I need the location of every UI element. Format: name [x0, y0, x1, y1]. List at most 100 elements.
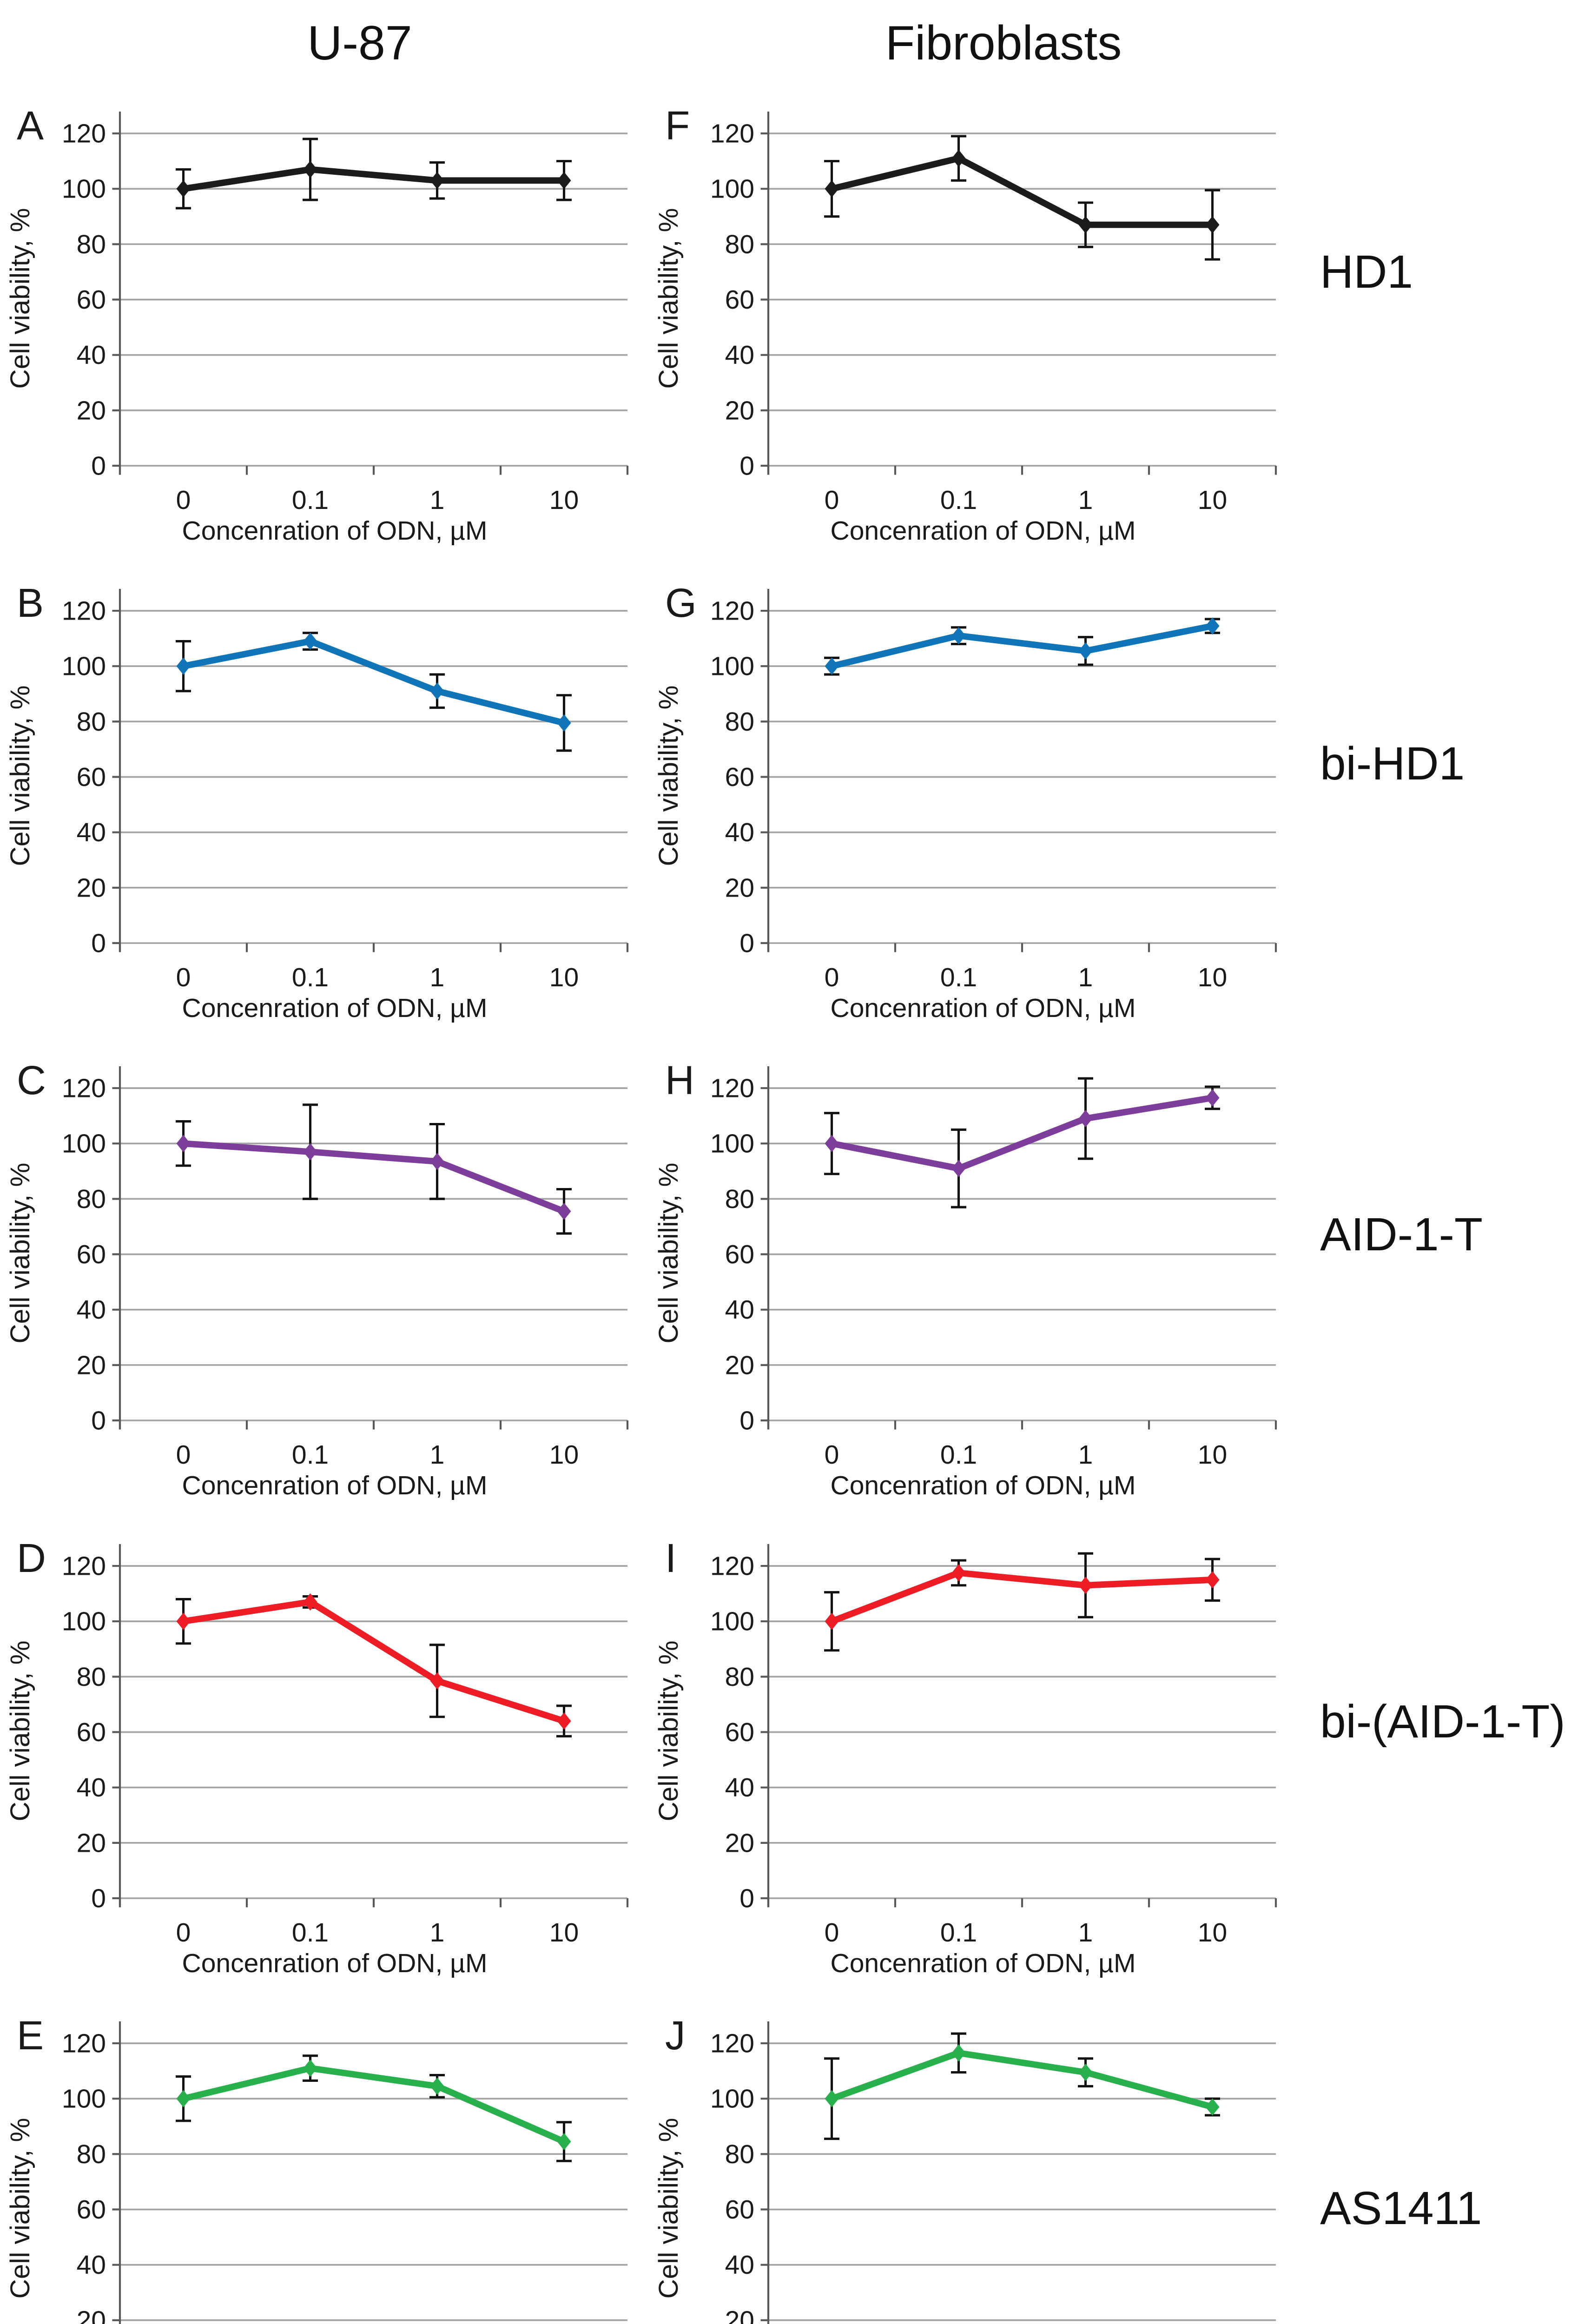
x-tick-label: 0 [825, 485, 839, 515]
axes [112, 1066, 629, 1430]
gridlines [120, 2042, 627, 2321]
y-tick-label: 120 [710, 1074, 754, 1103]
x-tick-label: 10 [549, 963, 579, 992]
y-tick-label: 100 [710, 1607, 754, 1637]
y-tick-label: 40 [725, 340, 754, 370]
y-tick-label: 20 [77, 1350, 106, 1380]
x-tick-label: 0 [176, 1918, 191, 1948]
diamond-marker [1205, 1571, 1220, 1589]
y-tick-label: 100 [710, 2084, 754, 2114]
markers [825, 617, 1220, 675]
y-tick-label: 20 [725, 396, 754, 425]
series-line [828, 2049, 1216, 2110]
y-tick-label: 100 [62, 174, 106, 204]
error-bars [824, 2032, 1220, 2140]
y-axis-title: Cell viability, % [5, 1640, 35, 1821]
diamond-marker [176, 2090, 191, 2107]
markers [825, 1564, 1220, 1630]
series-line [180, 1598, 568, 1724]
row-label-bi-aid-1-t: bi-(AID-1-T) [1320, 1696, 1565, 1748]
diamond-marker [176, 657, 191, 675]
diamond-marker [176, 1612, 191, 1630]
diamond-marker [557, 714, 571, 732]
panel-letter: H [665, 1058, 694, 1103]
y-tick-label: 40 [77, 1773, 106, 1802]
diamond-marker [1205, 1089, 1220, 1107]
y-tick-label: 80 [77, 707, 106, 737]
series-line [828, 155, 1216, 228]
x-tick-label: 10 [549, 485, 579, 515]
axes [760, 1066, 1277, 1430]
y-tick-label: 60 [725, 1717, 754, 1747]
y-tick-label: 80 [725, 1662, 754, 1692]
y-tick-label: 120 [710, 119, 754, 149]
x-tick-label: 10 [1198, 485, 1227, 515]
y-tick-label: 0 [91, 451, 106, 481]
y-tick-label: 100 [62, 1129, 106, 1159]
gridlines [120, 1087, 627, 1421]
axes [112, 589, 629, 952]
x-tick-label: 10 [549, 1918, 579, 1948]
y-tick-label: 100 [710, 174, 754, 204]
x-tick-label: 1 [430, 1918, 445, 1948]
y-tick-label: 80 [77, 230, 106, 259]
markers [176, 632, 571, 732]
x-axis-title: Concenration of ODN, µM [182, 516, 488, 546]
x-axis-title: Concenration of ODN, µM [831, 993, 1136, 1023]
diamond-marker [176, 1135, 191, 1152]
y-axis-title: Cell viability, % [5, 1162, 35, 1343]
y-tick-label: 60 [77, 2195, 106, 2225]
gridlines [768, 1087, 1276, 1421]
chart-svg-f: 0 20 40 60 80 100 120 0 0.1 1 10 Concenration of OD… [654, 103, 1277, 546]
gridlines [768, 2042, 1276, 2321]
row-label-aid-1-t: AID-1-T [1320, 1208, 1483, 1261]
x-tick-label: 1 [430, 1440, 445, 1470]
y-tick-label: 60 [77, 285, 106, 315]
series-line [180, 638, 568, 726]
series-line [180, 2065, 568, 2145]
y-tick-label: 60 [725, 762, 754, 792]
y-tick-label: 80 [725, 230, 754, 259]
y-tick-label: 20 [725, 2305, 754, 2324]
y-tick-label: 40 [725, 818, 754, 847]
gridlines [120, 1565, 627, 1899]
x-tick-label: 0.1 [940, 963, 977, 992]
diamond-marker [1078, 642, 1093, 660]
x-tick-label: 0.1 [940, 485, 977, 515]
gridlines [120, 610, 627, 944]
chart-panel-c: 0 20 40 60 80 100 120 0 0.1 1 10 Concenration of OD… [0, 1058, 655, 1541]
y-tick-label: 0 [739, 451, 754, 481]
panel-letter: B [17, 581, 44, 626]
y-tick-label: 20 [77, 2305, 106, 2324]
y-tick-label: 120 [710, 596, 754, 626]
y-tick-label: 80 [725, 1184, 754, 1214]
error-bars [176, 1103, 572, 1235]
y-tick-label: 0 [91, 929, 106, 958]
x-tick-label: 10 [1198, 1440, 1227, 1470]
y-tick-label: 0 [739, 1884, 754, 1914]
series-line [828, 622, 1216, 670]
y-tick-label: 80 [77, 2139, 106, 2169]
x-tick-label: 1 [1078, 485, 1093, 515]
y-tick-label: 100 [62, 652, 106, 681]
x-tick-label: 0.1 [292, 1440, 329, 1470]
y-tick-label: 60 [77, 1717, 106, 1747]
x-tick-label: 1 [430, 963, 445, 992]
markers [825, 1089, 1220, 1177]
column-title-fibroblasts: Fibroblasts [885, 16, 1122, 70]
markers [176, 1135, 571, 1220]
x-axis-title: Concenration of ODN, µM [182, 1948, 488, 1978]
diamond-marker [557, 1712, 571, 1730]
y-tick-label: 60 [77, 1240, 106, 1269]
chart-panel-g: 0 20 40 60 80 100 120 0 0.1 1 10 Concenration of OD… [648, 581, 1304, 1064]
y-tick-label: 60 [725, 285, 754, 315]
x-tick-label: 1 [430, 485, 445, 515]
y-tick-label: 40 [77, 340, 106, 370]
diamond-marker [430, 1672, 444, 1690]
diamond-marker [1205, 2098, 1220, 2116]
chart-panel-a: 0 20 40 60 80 100 120 0 0.1 1 10 Concenration of OD… [0, 103, 655, 587]
y-tick-label: 120 [62, 119, 106, 149]
panel-letter: A [17, 103, 44, 148]
x-tick-label: 0 [825, 963, 839, 992]
